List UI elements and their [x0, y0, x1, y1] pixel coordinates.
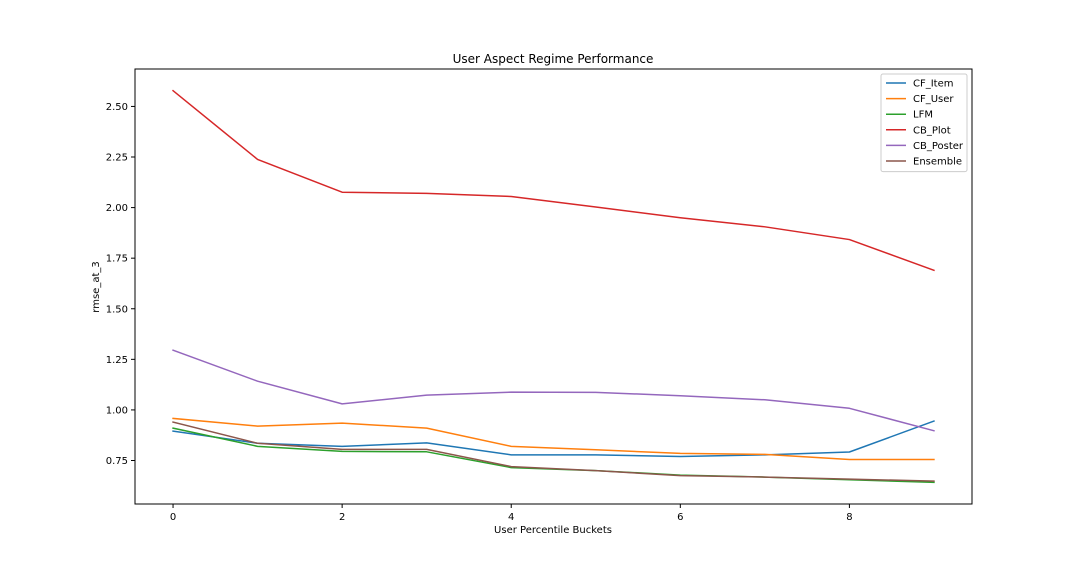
x-tick-label: 8: [846, 512, 852, 523]
y-tick-label: 2.25: [106, 153, 128, 164]
legend-label: CB_Plot: [913, 125, 951, 136]
y-tick-label: 1.25: [106, 355, 128, 366]
x-tick-label: 0: [170, 512, 176, 523]
y-tick-label: 1.00: [106, 405, 128, 416]
x-tick-label: 4: [508, 512, 514, 523]
axis-ticks: 0 2 4 6 8 0.75 1.00 1.25 1.50 1.75 2.00 2.25 2.50: [106, 102, 853, 523]
legend-label: LFM: [913, 110, 933, 121]
legend-label: Ensemble: [913, 157, 962, 168]
legend-label: CB_Poster: [913, 141, 964, 152]
series-lines: [171, 89, 935, 484]
y-tick-label: 1.75: [106, 254, 128, 265]
y-tick-label: 1.50: [106, 304, 128, 315]
x-tick-label: 6: [677, 512, 683, 523]
x-axis-label: User Percentile Buckets: [494, 525, 612, 536]
series-line-ensemble: [172, 421, 935, 482]
legend: CF_Item CF_User LFM CB_Plot CB_Poster Ensembl…: [880, 73, 968, 173]
series-line-cf-user: [172, 417, 935, 461]
legend-label: CF_User: [913, 94, 954, 105]
series-line-cf-item: [172, 420, 935, 458]
legend-label: CF_Item: [913, 79, 954, 90]
y-tick-label: 2.50: [106, 102, 128, 113]
y-axis-label: rmse_at_3: [91, 261, 102, 312]
series-line-cb-poster: [172, 349, 935, 432]
y-tick-label: 0.75: [106, 456, 128, 467]
plot-area-frame: [134, 68, 973, 505]
chart-title: User Aspect Regime Performance: [453, 52, 654, 66]
x-tick-label: 2: [339, 512, 345, 523]
y-tick-label: 2.00: [106, 203, 128, 214]
series-line-cb-plot: [171, 89, 935, 272]
